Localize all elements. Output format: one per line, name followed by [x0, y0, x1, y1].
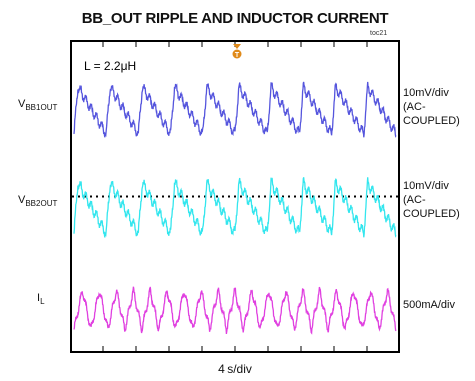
figure-id: toc21: [370, 30, 388, 37]
tick-marks: [72, 42, 398, 351]
inductor-annotation: L = 2.2μH: [84, 59, 136, 73]
channel2-scale: 10mV/div (AC- COUPLED): [403, 180, 460, 220]
x-axis-scale: 4 s/div: [218, 362, 252, 376]
trace-il: [73, 286, 397, 335]
channel3-scale: 500mA/div: [403, 299, 455, 311]
channel2-label: VBB2OUT: [18, 194, 58, 209]
trace-vbb1out: [73, 81, 397, 138]
trigger-marker-label: T: [235, 52, 240, 59]
trace-vbb2out: [73, 177, 397, 238]
waveform-traces: [73, 81, 397, 335]
chart-title: BB_OUT RIPPLE AND INDUCTOR CURRENT: [81, 10, 389, 27]
channel3-label: IL: [37, 292, 45, 307]
scope-plot: L = 2.2μH T: [70, 40, 400, 353]
trigger-marker-icon: T: [232, 44, 242, 59]
channel1-scale: 10mV/div (AC- COUPLED): [403, 87, 460, 127]
channel1-label: VBB1OUT: [18, 98, 58, 113]
